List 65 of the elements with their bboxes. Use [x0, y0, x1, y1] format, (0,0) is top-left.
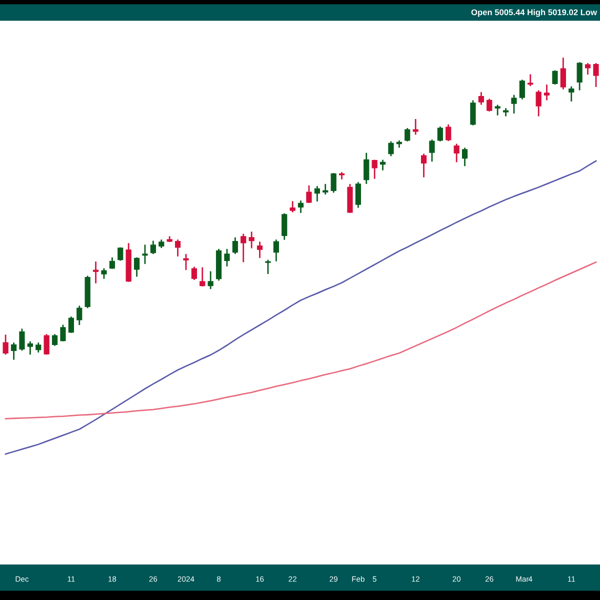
candlestick: [560, 56, 566, 90]
candlestick: [10, 342, 17, 360]
candlestick: [150, 240, 156, 255]
candlestick: [568, 86, 574, 102]
candlestick: [437, 126, 443, 142]
candlestick: [322, 183, 328, 196]
candlestick: [486, 98, 492, 112]
candlestick: [118, 246, 124, 262]
candlestick: [44, 333, 50, 356]
candlestick: [232, 236, 238, 255]
candlestick: [364, 152, 370, 185]
candlestick: [76, 305, 82, 326]
candlestick: [372, 159, 378, 180]
candlestick: [544, 84, 550, 101]
candlestick: [200, 266, 206, 288]
candlestick: [404, 127, 410, 142]
candlestick: [265, 259, 271, 275]
candlestick: [412, 118, 418, 136]
candlestick: [388, 140, 394, 157]
candlestick: [593, 62, 599, 88]
candlestick: [446, 124, 452, 142]
candlestick: [68, 316, 74, 334]
candlestick: [109, 256, 115, 270]
candlestick: [191, 266, 197, 281]
candlestick: [462, 147, 468, 167]
candlestick: [552, 70, 558, 86]
candlestick: [494, 104, 500, 116]
candlestick: [429, 138, 435, 162]
candlestick: [256, 240, 263, 259]
candlestick: [584, 62, 591, 76]
candlestick: [355, 181, 361, 209]
candlestick: [101, 268, 107, 280]
candlestick: [183, 253, 189, 271]
candlestick: [536, 90, 542, 117]
candlestick: [306, 184, 312, 204]
candlestick: [298, 200, 304, 214]
candlestick: [290, 200, 296, 214]
candlestick: [470, 100, 476, 126]
candlestick: [380, 159, 386, 172]
candlestick: [273, 238, 279, 262]
candlestick: [576, 62, 582, 91]
candlestick: [27, 340, 33, 356]
candlestick: [330, 172, 336, 194]
candlestick: [92, 260, 99, 284]
candlestick: [142, 244, 148, 265]
candlestick: [519, 79, 525, 100]
candlestick: [174, 238, 181, 258]
candlestick: [19, 328, 25, 352]
candlestick: [314, 185, 320, 202]
candlestick: [52, 333, 58, 347]
candlestick: [511, 94, 517, 114]
candlestick: [478, 91, 484, 106]
candlestick: [224, 248, 230, 268]
candlestick: [282, 212, 288, 241]
candlestick: [420, 153, 427, 178]
candlestick: [134, 256, 140, 278]
candlestick: [248, 230, 254, 249]
candlestick: [240, 233, 246, 263]
candlestick: [454, 143, 460, 163]
candlestick: [208, 270, 214, 290]
candlestick: [528, 74, 534, 87]
candlestick: [60, 324, 66, 342]
text: Open 5005.44 High 5019.02 Low: [471, 9, 598, 17]
candlestick: [36, 342, 42, 354]
candlestick: [2, 334, 8, 356]
